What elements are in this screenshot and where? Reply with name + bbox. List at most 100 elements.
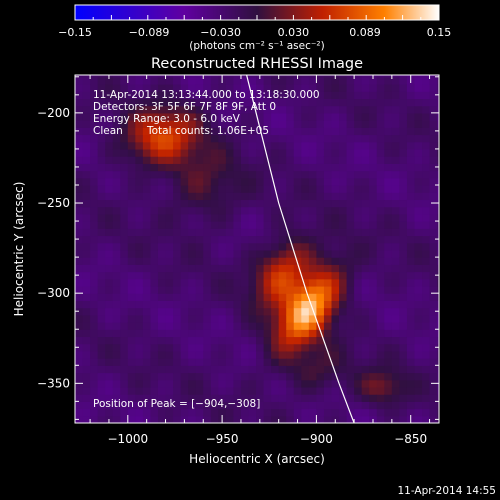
heatmap-cell <box>165 242 174 251</box>
heatmap-cell <box>339 300 348 309</box>
heatmap-cell <box>422 285 431 294</box>
heatmap-cell <box>173 278 182 287</box>
heatmap-cell <box>180 76 189 85</box>
heatmap-cell <box>203 221 212 229</box>
heatmap-cell <box>105 112 114 121</box>
heatmap-cell <box>203 293 212 301</box>
heatmap-cell <box>286 394 295 402</box>
heatmap-cell <box>150 76 159 85</box>
heatmap-cell <box>346 372 355 381</box>
heatmap-cell <box>391 365 400 374</box>
heatmap-cell <box>376 415 385 423</box>
heatmap-cell <box>316 307 325 316</box>
heatmap-cell <box>339 148 348 157</box>
heatmap-cell <box>354 105 363 114</box>
heatmap-cell <box>82 177 91 186</box>
heatmap-cell <box>142 307 152 316</box>
heatmap-cell <box>180 127 189 136</box>
heatmap-cell <box>195 336 204 345</box>
heatmap-cell <box>376 76 385 85</box>
heatmap-cell <box>339 285 348 294</box>
heatmap-cell <box>210 206 219 215</box>
heatmap-cell <box>203 372 212 381</box>
heatmap-cell <box>112 322 121 330</box>
heatmap-cell <box>286 228 295 237</box>
heatmap-cell <box>82 228 91 237</box>
heatmap-cell <box>165 293 174 301</box>
heatmap-cell <box>240 213 250 222</box>
heatmap-cell <box>225 75 235 78</box>
heatmap-cell <box>165 307 174 316</box>
heatmap-cell <box>271 177 280 186</box>
heatmap-cell <box>188 264 197 273</box>
heatmap-cell <box>105 141 114 150</box>
heatmap-cell <box>406 148 416 157</box>
heatmap-cell <box>331 293 340 301</box>
heatmap-cell <box>90 271 99 280</box>
heatmap-cell <box>271 163 280 172</box>
heatmap-cell <box>429 105 438 114</box>
heatmap-cell <box>82 394 91 402</box>
heatmap-cell <box>384 379 393 388</box>
heatmap-cell <box>256 141 265 150</box>
heatmap-cell <box>361 264 370 273</box>
heatmap-cell <box>225 242 235 251</box>
heatmap-cell <box>301 221 310 229</box>
heatmap-cell <box>218 177 227 186</box>
heatmap-cell <box>316 148 325 157</box>
heatmap-cell <box>173 271 182 280</box>
heatmap-cell <box>210 278 219 287</box>
heatmap-cell <box>414 120 423 128</box>
heatmap-cell <box>422 372 431 381</box>
heatmap-cell <box>354 408 363 417</box>
heatmap-cell <box>112 329 121 338</box>
heatmap-cell <box>293 91 302 100</box>
heatmap-cell <box>75 257 84 265</box>
heatmap-cell <box>142 120 152 128</box>
heatmap-cell <box>369 379 378 388</box>
heatmap-cell <box>203 235 212 244</box>
heatmap-cell <box>301 415 310 423</box>
heatmap-cell <box>323 91 333 100</box>
heatmap-cell <box>240 379 250 388</box>
heatmap-cell <box>195 105 204 114</box>
heatmap-cell <box>376 91 385 100</box>
heatmap-cell <box>240 322 250 330</box>
heatmap-cell <box>391 285 400 294</box>
heatmap-cell <box>414 206 423 215</box>
heatmap-cell <box>150 148 159 157</box>
heatmap-cell <box>286 358 295 366</box>
heatmap-cell <box>248 401 257 410</box>
heatmap-cell <box>127 228 136 237</box>
heatmap-cell <box>391 206 400 215</box>
heatmap-cell <box>301 84 310 92</box>
heatmap-cell <box>248 372 257 381</box>
heatmap-cell <box>429 314 438 323</box>
heatmap-cell <box>391 408 400 417</box>
heatmap-cell <box>339 322 348 330</box>
heatmap-cell <box>437 192 439 201</box>
heatmap-cell <box>180 105 189 114</box>
heatmap-cell <box>406 242 416 251</box>
heatmap-cell <box>180 386 189 395</box>
heatmap-cell <box>399 91 408 100</box>
heatmap-cell <box>150 177 159 186</box>
heatmap-cell <box>354 379 363 388</box>
heatmap-cell <box>391 156 400 164</box>
heatmap-cell <box>301 105 310 114</box>
heatmap-cell <box>376 206 385 215</box>
heatmap-cell <box>135 163 144 172</box>
heatmap-cell <box>248 127 257 136</box>
heatmap-cell <box>127 177 136 186</box>
heatmap-cell <box>165 75 174 78</box>
heatmap-cell <box>157 336 167 345</box>
heatmap-cell <box>316 105 325 114</box>
heatmap-cell <box>97 257 106 265</box>
heatmap-cell <box>112 408 121 417</box>
heatmap-cell <box>150 257 159 265</box>
heatmap-cell <box>240 249 250 258</box>
heatmap-cell <box>293 84 302 92</box>
heatmap-cell <box>437 228 439 237</box>
heatmap-cell <box>188 91 197 100</box>
heatmap-cell <box>82 170 91 179</box>
